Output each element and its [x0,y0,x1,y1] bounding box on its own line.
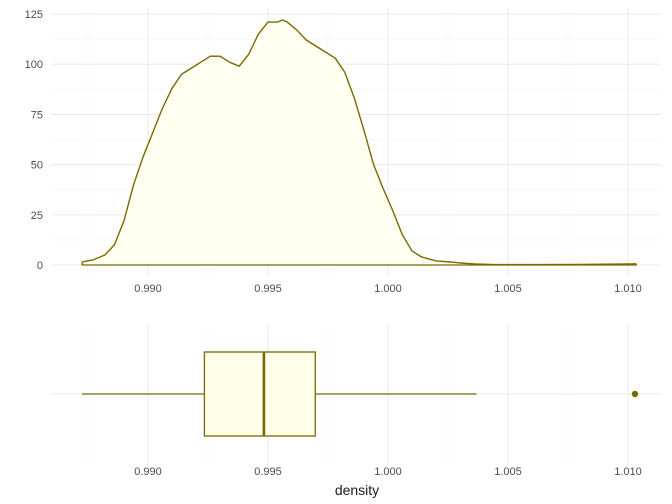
x-tick-label: 0.990 [134,283,162,295]
x-tick-label: 1.005 [494,283,522,295]
y-tick-label: 125 [25,9,43,21]
box-outlier-point [631,390,639,398]
density-x-axis: 0.990 0.995 1.000 1.005 1.010 [134,283,642,295]
x-tick-label: 0.995 [254,466,282,478]
boxplot-panel [82,351,639,437]
x-tick-label: 0.995 [254,283,282,295]
x-tick-label: 0.990 [134,466,162,478]
x-tick-label: 1.005 [494,466,522,478]
density-fill [82,20,637,265]
x-tick-label: 1.010 [614,466,642,478]
x-axis-title: density [335,482,379,498]
y-tick-label: 25 [31,210,43,222]
x-tick-label: 1.000 [374,283,402,295]
y-tick-label: 75 [31,109,43,121]
y-tick-label: 50 [31,160,43,172]
density-y-axis: 0 25 50 75 100 125 [25,9,43,272]
boxplot-x-axis: 0.990 0.995 1.000 1.005 1.010 [134,466,642,478]
density-panel [81,19,638,266]
x-tick-label: 1.000 [374,466,402,478]
density-curve [81,19,637,266]
box-iqr [203,351,316,437]
y-tick-label: 100 [25,59,43,71]
y-tick-label: 0 [37,260,43,272]
x-tick-label: 1.010 [614,283,642,295]
